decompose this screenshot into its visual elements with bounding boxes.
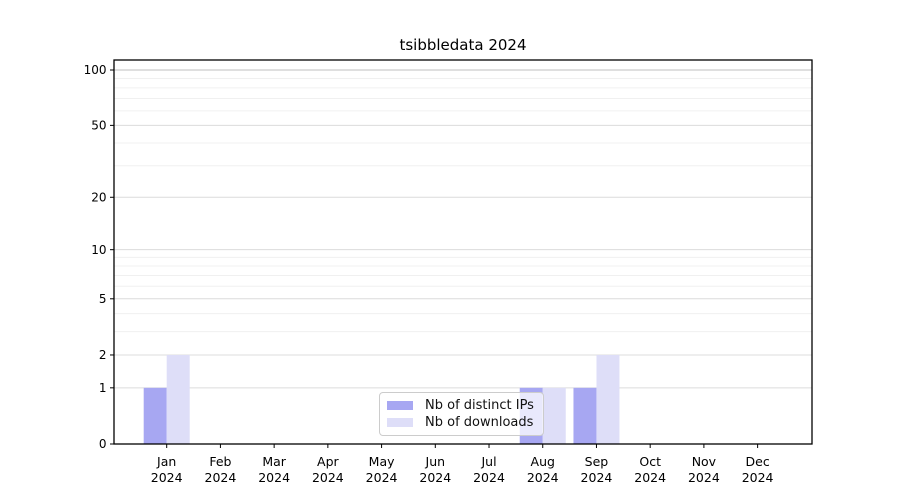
x-tick-label-year: 2024 (205, 470, 237, 485)
legend-swatch-distinct-ips-icon (387, 401, 413, 410)
x-tick-label-year: 2024 (366, 470, 398, 485)
x-tick-label-month: Jan (156, 454, 176, 469)
y-tick-label: 50 (91, 119, 106, 133)
legend: Nb of distinct IPs Nb of downloads (379, 392, 544, 436)
x-tick-label-month: May (369, 454, 395, 469)
y-tick-label: 20 (91, 190, 106, 204)
x-tick-label-year: 2024 (581, 470, 613, 485)
bar-downloads-aug (542, 387, 566, 444)
x-tick-label-month: Nov (692, 454, 717, 469)
x-tick-label-year: 2024 (527, 470, 559, 485)
bar-downloads-sep (596, 354, 620, 444)
legend-label-distinct-ips: Nb of distinct IPs (425, 397, 534, 413)
bar-distinct-ips-sep (573, 387, 597, 444)
x-tick-label-year: 2024 (634, 470, 666, 485)
x-tick-label-year: 2024 (312, 470, 344, 485)
y-tick-label: 1 (99, 381, 107, 395)
x-tick-label-month: Jul (480, 454, 496, 469)
x-tick-label-year: 2024 (258, 470, 290, 485)
y-tick-label: 5 (99, 292, 107, 306)
x-tick-label-year: 2024 (419, 470, 451, 485)
legend-row-downloads: Nb of downloads (387, 415, 536, 431)
x-tick-label-month: Dec (746, 454, 770, 469)
y-tick-label: 2 (99, 348, 107, 362)
x-tick-label-year: 2024 (151, 470, 183, 485)
chart-title: tsibbledata 2024 (399, 36, 527, 54)
x-tick-label-month: Aug (531, 454, 555, 469)
x-tick-label-month: Apr (317, 454, 339, 469)
legend-row-distinct-ips: Nb of distinct IPs (387, 398, 536, 414)
legend-label-downloads: Nb of downloads (425, 414, 534, 430)
x-tick-label-month: Oct (639, 454, 661, 469)
bar-downloads-jan (166, 354, 190, 444)
x-tick-label-month: Mar (262, 454, 286, 469)
plot-frame (113, 59, 813, 445)
x-tick-label-year: 2024 (742, 470, 774, 485)
y-tick-label: 10 (91, 243, 106, 257)
legend-swatch-downloads-icon (387, 418, 413, 427)
y-tick-label: 100 (84, 63, 107, 77)
bar-distinct-ips-jan (143, 387, 167, 444)
x-tick-label-year: 2024 (473, 470, 505, 485)
y-tick-label: 0 (99, 437, 107, 451)
x-tick-label-month: Feb (209, 454, 231, 469)
x-tick-label-year: 2024 (688, 470, 720, 485)
x-tick-label-month: Jun (425, 454, 446, 469)
x-tick-label-month: Sep (585, 454, 609, 469)
